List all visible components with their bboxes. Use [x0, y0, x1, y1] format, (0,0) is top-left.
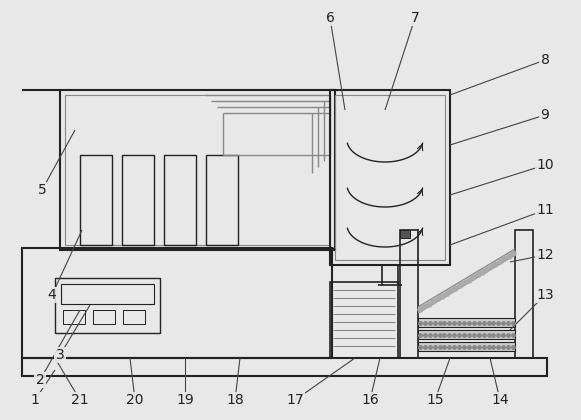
- Bar: [330, 282, 398, 358]
- Text: 14: 14: [491, 393, 509, 407]
- Text: 18: 18: [226, 393, 244, 407]
- Bar: [515, 230, 533, 358]
- Bar: [400, 230, 418, 358]
- Bar: [418, 318, 515, 327]
- Text: 9: 9: [540, 108, 550, 122]
- Text: 5: 5: [38, 183, 46, 197]
- Bar: [400, 230, 410, 238]
- Bar: [60, 90, 335, 250]
- Bar: [63, 310, 85, 324]
- Bar: [164, 155, 196, 245]
- Bar: [65, 95, 330, 245]
- Bar: [93, 310, 115, 324]
- Text: 8: 8: [540, 53, 550, 67]
- Text: 16: 16: [361, 393, 379, 407]
- Text: 11: 11: [536, 203, 554, 217]
- Bar: [335, 95, 445, 260]
- Text: 7: 7: [411, 11, 419, 25]
- Text: 19: 19: [176, 393, 194, 407]
- Bar: [330, 90, 450, 265]
- Bar: [418, 342, 515, 351]
- Text: 3: 3: [56, 348, 64, 362]
- Bar: [22, 248, 332, 358]
- Bar: [55, 278, 160, 333]
- Text: 10: 10: [536, 158, 554, 172]
- Text: 6: 6: [325, 11, 335, 25]
- Bar: [418, 330, 515, 339]
- Text: 12: 12: [536, 248, 554, 262]
- Bar: [80, 155, 112, 245]
- Bar: [122, 155, 154, 245]
- Text: 2: 2: [35, 373, 44, 387]
- Text: 4: 4: [48, 288, 56, 302]
- Bar: [22, 358, 547, 376]
- Text: 17: 17: [286, 393, 304, 407]
- Bar: [61, 284, 154, 304]
- Bar: [206, 155, 238, 245]
- Text: 20: 20: [126, 393, 144, 407]
- Text: 13: 13: [536, 288, 554, 302]
- Text: 1: 1: [31, 393, 40, 407]
- Text: 21: 21: [71, 393, 89, 407]
- Bar: [123, 310, 145, 324]
- Text: 15: 15: [426, 393, 444, 407]
